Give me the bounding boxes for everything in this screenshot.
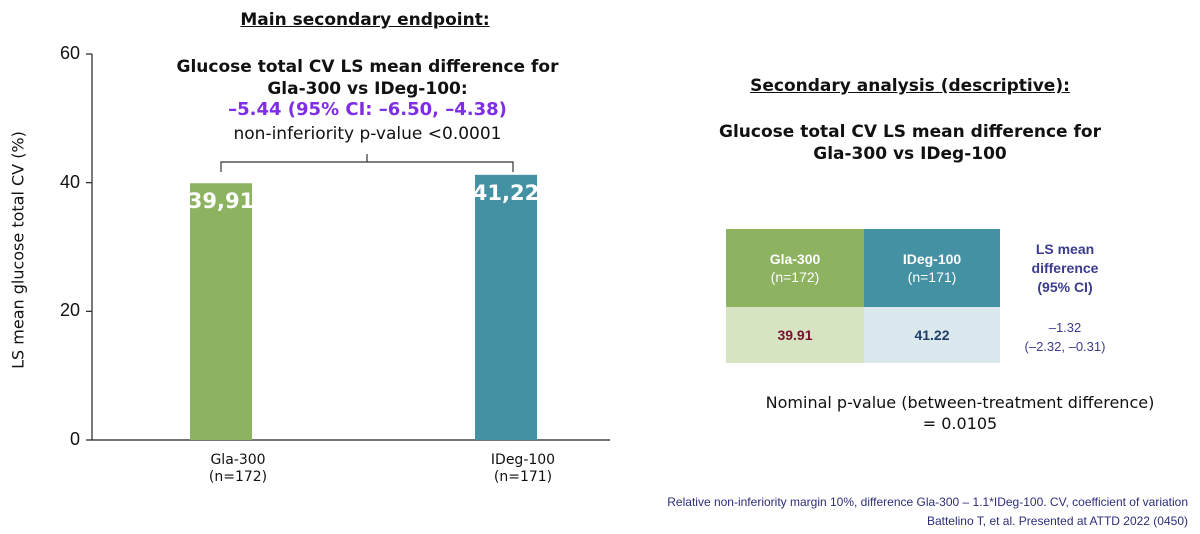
annotation-title-line2: Gla-300 vs IDeg-100: [267, 79, 468, 99]
bar-gla-300 [190, 183, 252, 440]
nominal-pvalue-line2: = 0.0105 [922, 414, 998, 433]
ls-mean-value-line1: –1.32 [1048, 320, 1082, 335]
table-header-gla: Gla-300 (n=172) [726, 229, 864, 307]
footnote-margin: Relative non-inferiority margin 10%, dif… [667, 495, 1188, 509]
table-header-ideg-n: (n=171) [907, 269, 957, 285]
annotation-pvalue: non-inferiority p-value <0.0001 [233, 124, 502, 144]
category-n-ideg: (n=171) [493, 469, 553, 485]
category-label-gla: Gla-300 (n=172) [158, 452, 318, 486]
y-tick-label: 20 [59, 300, 80, 321]
table-header-ideg: IDeg-100 (n=171) [864, 229, 1000, 307]
annotation-title: Glucose total CV LS mean difference for … [130, 56, 605, 100]
secondary-heading: Secondary analysis (descriptive): [750, 76, 1070, 96]
footnote-reference: Battelino T, et al. Presented at ATTD 20… [926, 514, 1188, 528]
bar-chart [86, 53, 610, 441]
annotation-title-line1: Glucose total CV LS mean difference for [176, 57, 559, 77]
table-cell-ideg-value: 41.22 [864, 307, 1000, 363]
secondary-title-line1: Glucose total CV LS mean difference for [719, 122, 1101, 142]
main-heading: Main secondary endpoint: [240, 10, 490, 30]
ls-mean-value: –1.32 (–2.32, –0.31) [1000, 318, 1130, 356]
table-header-gla-n: (n=172) [770, 269, 820, 285]
bar-data-label: 41,22 [472, 180, 540, 205]
table-header-ideg-name: IDeg-100 [902, 251, 962, 267]
ls-mean-header-line1: LS mean [1035, 241, 1095, 257]
table-cell-gla-value: 39.91 [726, 307, 864, 363]
nominal-pvalue-line1: Nominal p-value (between-treatment diffe… [765, 393, 1155, 412]
category-name-ideg: IDeg-100 [490, 452, 556, 468]
category-label-ideg: IDeg-100 (n=171) [443, 452, 603, 486]
table-header-gla-name: Gla-300 [769, 251, 821, 267]
nominal-pvalue: Nominal p-value (between-treatment diffe… [720, 392, 1200, 434]
y-tick-label: 40 [59, 171, 80, 192]
y-tick-label: 60 [59, 43, 80, 63]
ls-mean-value-line2: (–2.32, –0.31) [1024, 339, 1106, 354]
annotation-difference: –5.44 (95% CI: –6.50, –4.38) [228, 99, 507, 120]
ls-mean-header-line2: difference [1031, 260, 1099, 276]
secondary-title-line2: Gla-300 vs IDeg-100 [813, 144, 1007, 164]
comparison-bracket [220, 161, 514, 172]
ls-mean-header-line3: (95% CI) [1037, 279, 1093, 295]
secondary-title: Glucose total CV LS mean difference for … [660, 121, 1160, 165]
category-n-gla: (n=172) [208, 469, 268, 485]
y-tick-label: 0 [69, 429, 80, 449]
category-name-gla: Gla-300 [210, 452, 266, 468]
bar-data-label: 39,91 [187, 189, 255, 214]
bar-ideg-100 [475, 174, 537, 440]
ls-mean-header: LS mean difference (95% CI) [1010, 240, 1120, 297]
